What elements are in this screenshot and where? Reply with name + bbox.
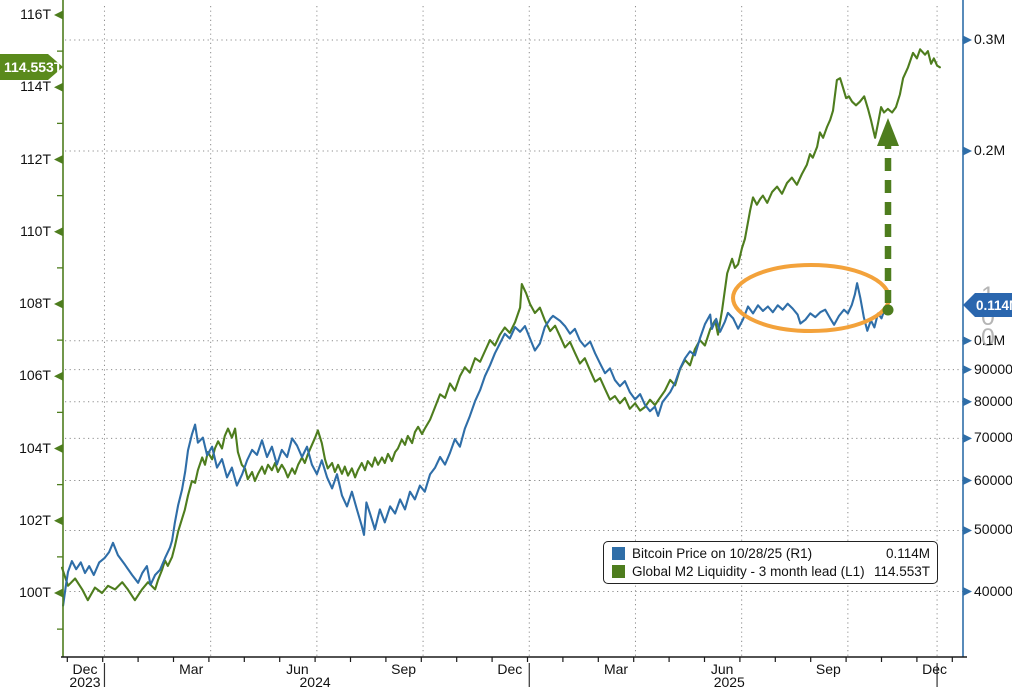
right-tick-arrow-icon — [963, 35, 972, 45]
m2-liquidity-line — [60, 48, 941, 602]
right-tick-arrow-icon — [963, 146, 972, 156]
highlight-ellipse-annotation — [731, 263, 891, 333]
arrow-base-dot — [882, 304, 894, 316]
legend-swatch-icon — [612, 565, 625, 578]
right-axis-tick-label: 50000 — [974, 521, 1012, 538]
left-tick-arrow-icon — [54, 82, 63, 92]
right-axis-tick-label: 0.2M — [974, 141, 1006, 158]
x-axis-quarter-label: Dec — [922, 661, 948, 677]
left-axis-last-value-badge: 114.553T — [0, 54, 63, 80]
left-axis-tick-label: 104T — [19, 439, 51, 456]
right-axis-tick-label: 60000 — [974, 471, 1012, 488]
left-axis-tick-label: 102T — [19, 511, 51, 528]
right-axis-tick-label: 70000 — [974, 429, 1012, 446]
legend-item: Bitcoin Price on 10/28/25 (R1) 0.114M — [612, 545, 930, 563]
right-axis-last-value-badge: 0.114M — [963, 293, 1012, 317]
legend-label: Global M2 Liquidity - 3 month lead (L1) — [632, 564, 865, 579]
x-axis-quarter-label: Mar — [603, 661, 629, 677]
left-tick-arrow-icon — [54, 10, 63, 20]
left-axis-tick-label: 116T — [20, 6, 51, 22]
x-axis-quarter-label: Jun — [710, 661, 734, 677]
left-tick-arrow-icon — [54, 155, 63, 164]
right-tick-arrow-icon — [963, 397, 972, 407]
left-tick-arrow-icon — [54, 299, 63, 309]
left-axis-tick-label: 100T — [19, 584, 51, 600]
left-tick-arrow-icon — [54, 516, 63, 526]
left-axis-tick-label: 112T — [20, 150, 51, 167]
left-tick-arrow-icon — [54, 444, 63, 453]
left-tick-arrow-icon — [54, 588, 63, 598]
right-axis-tick-label: 0.3M — [974, 31, 1006, 47]
x-axis-quarter-label: Dec — [72, 661, 98, 677]
left-tick-arrow-icon — [54, 227, 63, 237]
right-tick-arrow-icon — [963, 476, 972, 486]
x-axis-quarter-label: Sep — [391, 661, 417, 677]
left-axis-tick-label: 110T — [20, 222, 51, 239]
x-axis-quarter-label: Jun — [286, 661, 309, 677]
left-axis-tick-label: 106T — [19, 367, 51, 384]
x-axis-quarter-label: Dec — [497, 661, 523, 677]
right-tick-arrow-icon — [963, 336, 972, 346]
right-axis-tick-label: 90000 — [974, 360, 1012, 377]
legend-value: 0.114M — [885, 546, 930, 561]
left-axis-tick-label: 108T — [19, 295, 51, 311]
x-axis-year-label: 2024 — [299, 674, 331, 688]
legend-item: Global M2 Liquidity - 3 month lead (L1) 1… — [612, 563, 930, 581]
bitcoin-price-line — [62, 282, 890, 607]
x-axis-year-label: 2023 — [69, 674, 101, 688]
right-tick-arrow-icon — [963, 365, 972, 375]
arrow-head-icon — [877, 118, 899, 146]
legend: Bitcoin Price on 10/28/25 (R1) 0.114M Glob… — [603, 541, 938, 584]
legend-label: Bitcoin Price on 10/28/25 (R1) — [632, 546, 813, 561]
x-axis-quarter-label: Mar — [179, 661, 204, 677]
right-tick-arrow-icon — [963, 525, 972, 535]
x-axis-quarter-label: Sep — [815, 661, 841, 677]
x-axis-year-label: 2025 — [713, 674, 745, 688]
right-axis-tick-label: 0.1M — [974, 331, 1006, 348]
watermark-char: 0 — [981, 324, 995, 352]
left-axis-tick-label: 114T — [20, 78, 51, 95]
right-tick-arrow-icon — [963, 433, 972, 443]
right-tick-arrow-icon — [963, 587, 972, 597]
right-axis-tick-label: 80000 — [974, 392, 1012, 409]
left-tick-arrow-icon — [54, 371, 63, 381]
right-axis-tick-label: 40000 — [974, 582, 1012, 599]
legend-swatch-icon — [612, 547, 625, 560]
legend-value: 114.553T — [873, 564, 930, 579]
